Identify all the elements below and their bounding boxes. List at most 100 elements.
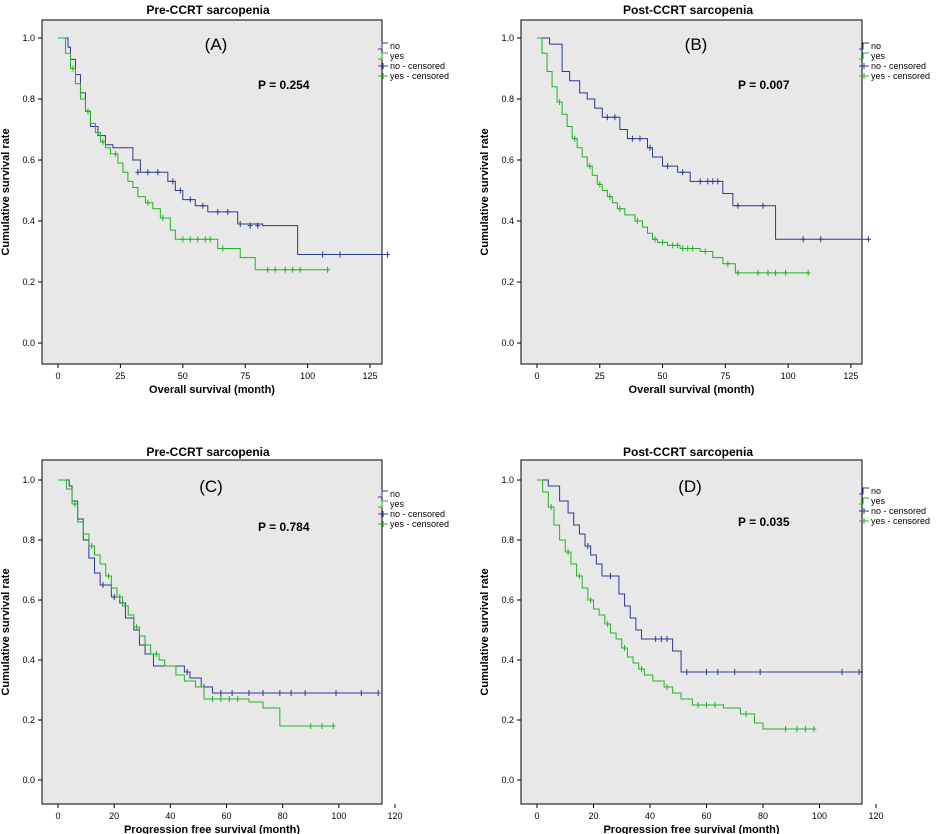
series-line-no [58,37,388,256]
censor-mark-no [658,636,664,642]
censor-mark-yes [704,702,709,708]
x-tick-label: 20 [588,811,598,821]
censor-mark-no [607,573,613,579]
legend-entry: no - censored [390,509,445,519]
y-tick-label: 1.0 [22,33,35,43]
censor-mark-yes [690,245,696,252]
x-tick-label: 60 [701,811,711,821]
censor-mark-yes [605,621,611,627]
x-tick-label: 120 [868,811,883,821]
plot-area [520,19,863,365]
censor-mark-yes [664,684,670,690]
censor-mark-yes [680,245,686,252]
censor-mark-no [288,690,294,696]
legend-entry: yes [390,51,405,61]
censor-mark-no [647,144,653,151]
y-tick-label: 0.6 [22,595,35,605]
panel-label: (D) [678,477,702,496]
y-tick-label: 0.2 [501,277,514,287]
censor-mark-yes [202,236,208,243]
chart-title: Pre-CCRT sarcopenia [146,3,270,17]
x-tick-label: 25 [115,371,125,381]
censor-mark-no [629,135,635,142]
censor-mark-yes [576,573,582,579]
censor-mark-yes [802,726,808,732]
plot-area [41,459,383,805]
y-axis-label: Cumulative survival rate [0,128,12,255]
censor-mark-no [800,236,806,243]
censor-mark-yes [607,193,613,200]
censor-mark-no [135,169,141,176]
y-tick-label: 0.2 [501,715,514,725]
censor-mark-yes [794,726,800,732]
legend-censor-mark [378,63,388,69]
censor-mark-no [111,594,117,600]
y-tick-label: 0.2 [22,277,35,287]
legend-entry: no [871,486,881,496]
p-value: P = 0.784 [258,520,310,534]
censor-mark-yes [660,239,666,246]
censor-mark-no [184,669,190,675]
x-tick-label: 125 [363,371,378,381]
censor-mark-yes [652,236,658,243]
censor-mark-no [653,636,659,642]
legend-censor-mark [859,63,869,69]
censor-mark-yes [712,702,718,708]
x-tick-label: 75 [240,371,250,381]
censor-mark-yes [145,199,151,206]
censor-mark-yes [557,99,563,106]
censor-mark-yes [226,696,232,702]
censor-mark-yes [548,504,554,510]
x-tick-label: 50 [658,371,668,381]
y-tick-label: 0.6 [501,155,514,165]
panel-label: (B) [685,35,708,54]
censor-mark-yes [565,549,571,555]
plot-area [520,459,863,805]
x-tick-label: 50 [178,371,188,381]
y-tick-label: 1.0 [22,475,35,485]
censor-mark-no [704,669,709,675]
censor-mark-no [100,582,106,588]
censor-mark-yes [235,696,241,702]
chart-title: Post-CCRT sarcopenia [623,445,753,459]
x-tick-label: 0 [55,811,60,821]
censor-mark-yes [153,651,159,657]
censor-mark-no [665,163,671,170]
censor-mark-no [735,202,741,209]
legend-entry: yes - censored [871,516,930,526]
censor-mark-yes [70,65,76,72]
legend-entry: no [390,41,400,51]
legend-entry: no - censored [871,61,926,71]
y-tick-label: 0.6 [22,155,35,165]
x-tick-label: 0 [55,371,60,381]
censor-mark-no [637,135,643,142]
legend-entry: yes [390,499,405,509]
panel-label: (A) [205,35,228,54]
censor-mark-yes [639,666,645,672]
legend-entry: yes [871,496,886,506]
censor-mark-no [705,178,711,185]
legend-line-yes [378,500,388,508]
x-tick-label: 40 [645,811,655,821]
censor-mark-no [260,690,266,696]
censor-mark-no [320,251,326,258]
censor-mark-no [277,690,283,696]
censor-mark-no [237,221,243,228]
y-axis-label: Cumulative survival rate [0,568,12,695]
legend-line-yes [378,52,388,60]
y-axis-label: Cumulative survival rate [479,128,491,255]
censor-mark-yes [209,696,215,702]
censor-mark-no [187,196,193,203]
censor-mark-no [732,669,738,675]
censor-mark-yes [588,597,594,603]
legend-line-no [378,42,388,50]
censor-mark-yes [685,245,691,252]
legend-entry: yes - censored [390,71,449,81]
legend-line-yes [859,52,869,60]
censor-mark-no [375,690,381,696]
censor-mark-no [697,178,703,185]
censor-mark-no [684,669,690,675]
